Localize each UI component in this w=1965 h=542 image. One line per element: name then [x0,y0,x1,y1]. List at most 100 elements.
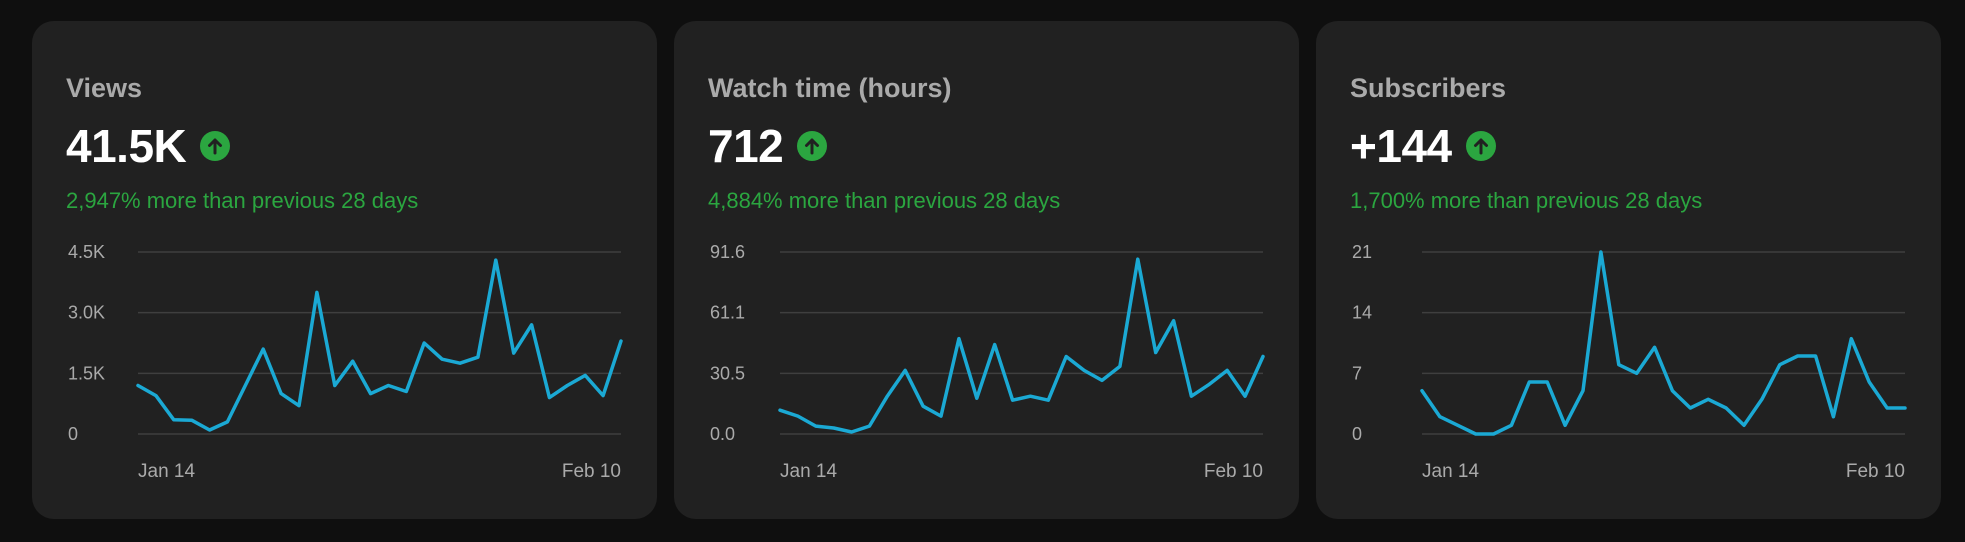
y-tick-label: 61.1 [710,303,745,323]
data-point[interactable] [1239,390,1251,402]
data-point[interactable] [1488,428,1500,440]
data-point[interactable] [774,404,786,416]
arrow-up-icon [797,131,828,161]
data-point[interactable] [953,333,965,345]
data-point[interactable] [454,357,466,369]
data-point[interactable] [1541,376,1553,388]
data-point[interactable] [1792,350,1804,362]
data-point[interactable] [1631,367,1643,379]
data-point[interactable] [1559,419,1571,431]
series-line [136,258,623,432]
data-point[interactable] [1666,385,1678,397]
data-point[interactable] [1523,376,1535,388]
data-point[interactable] [1024,390,1036,402]
data-point[interactable] [1863,376,1875,388]
data-point[interactable] [472,351,484,363]
data-point[interactable] [828,422,840,434]
y-tick-label: 4.5K [68,242,105,262]
data-point[interactable] [1007,394,1019,406]
data-point[interactable] [989,339,1001,351]
watch-time-chart: 0.0 30.5 61.1 91.6 Jan 14 Feb 10 [710,242,1269,482]
data-point[interactable] [526,319,538,331]
data-point[interactable] [239,380,251,392]
data-point[interactable] [1810,350,1822,362]
data-point[interactable] [615,335,627,347]
data-point[interactable] [436,353,448,365]
data-point[interactable] [1827,411,1839,423]
data-point[interactable] [1434,411,1446,423]
y-tick-label: 14 [1352,303,1372,323]
data-point[interactable] [1774,359,1786,371]
data-point[interactable] [561,380,573,392]
data-point[interactable] [1738,419,1750,431]
data-point[interactable] [1577,385,1589,397]
data-point[interactable] [1203,378,1215,390]
data-point[interactable] [1096,374,1108,386]
data-point[interactable] [1881,402,1893,414]
data-point[interactable] [846,426,858,438]
data-point[interactable] [311,286,323,298]
data-point[interactable] [1684,402,1696,414]
data-point[interactable] [347,355,359,367]
data-point[interactable] [1042,394,1054,406]
data-point[interactable] [1756,393,1768,405]
data-point[interactable] [1150,347,1162,359]
data-point[interactable] [1899,402,1911,414]
data-point[interactable] [1078,364,1090,376]
data-point[interactable] [579,369,591,381]
data-point[interactable] [1595,246,1607,258]
data-point[interactable] [1114,360,1126,372]
data-point[interactable] [917,400,929,412]
data-point[interactable] [508,347,520,359]
data-point[interactable] [543,392,555,404]
data-point[interactable] [382,380,394,392]
views-chart: 0 1.5K 3.0K 4.5K Jan 14 Feb 10 [68,242,627,482]
card-subscribers[interactable]: Subscribers +144 1,700% more than previo… [1316,21,1941,519]
card-watch-time[interactable]: Watch time (hours) 712 4,884% more than … [674,21,1299,519]
data-point[interactable] [1452,419,1464,431]
y-tick-label: 3.0K [68,303,105,323]
card-value-text: 712 [708,120,784,172]
data-point[interactable] [1060,351,1072,363]
data-point[interactable] [810,420,822,432]
x-tick-label-start: Jan 14 [780,461,837,482]
data-point[interactable] [132,380,144,392]
data-point[interactable] [935,410,947,422]
card-value: 41.5K [66,119,231,173]
data-point[interactable] [1702,393,1714,405]
data-point[interactable] [1720,402,1732,414]
data-point[interactable] [971,392,983,404]
data-point[interactable] [365,388,377,400]
data-point[interactable] [1845,333,1857,345]
data-point[interactable] [1505,419,1517,431]
data-point[interactable] [1257,351,1269,363]
card-views[interactable]: Views 41.5K 2,947% more than previous 28… [32,21,657,519]
data-point[interactable] [150,390,162,402]
data-point[interactable] [257,343,269,355]
data-point[interactable] [400,386,412,398]
data-point[interactable] [1168,315,1180,327]
data-point[interactable] [881,390,893,402]
data-point[interactable] [418,337,430,349]
data-point[interactable] [168,414,180,426]
data-point[interactable] [490,254,502,266]
data-point[interactable] [597,390,609,402]
data-point[interactable] [1185,390,1197,402]
data-point[interactable] [899,364,911,376]
card-value-text: 41.5K [66,120,187,172]
data-point[interactable] [1132,253,1144,265]
data-point[interactable] [293,400,305,412]
data-point[interactable] [204,424,216,436]
data-point[interactable] [1470,428,1482,440]
data-point[interactable] [792,410,804,422]
data-point[interactable] [1613,359,1625,371]
data-point[interactable] [329,380,341,392]
data-point[interactable] [186,414,198,426]
data-point[interactable] [863,420,875,432]
data-point[interactable] [1221,364,1233,376]
card-value: 712 [708,119,828,173]
data-point[interactable] [1416,385,1428,397]
data-point[interactable] [221,416,233,428]
data-point[interactable] [1649,341,1661,353]
data-point[interactable] [275,388,287,400]
